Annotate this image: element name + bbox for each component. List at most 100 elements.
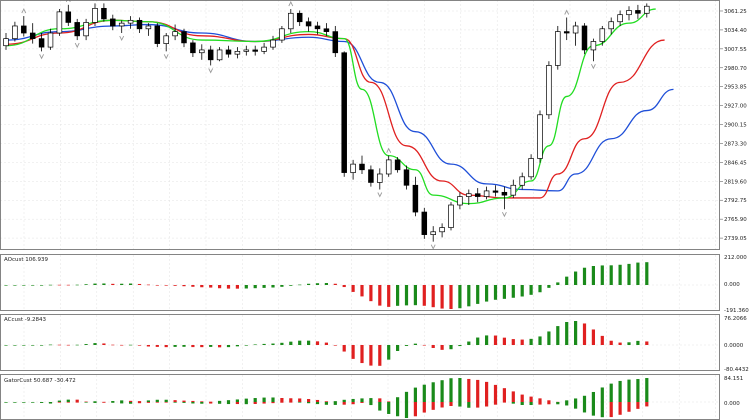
gator-lower-bar: [618, 402, 622, 415]
gator-upper-bar: [369, 398, 373, 402]
fractal-down-arrow: [74, 42, 80, 49]
ac-bar: [565, 322, 569, 345]
candle-bull: [279, 28, 285, 41]
gator-lower-bar: [591, 402, 595, 416]
candle-bull: [145, 25, 152, 30]
candle-bull: [127, 19, 134, 24]
ao-bar: [627, 263, 631, 285]
gator-lower-bar: [324, 402, 328, 405]
gator-upper-bar: [324, 401, 328, 402]
ao-bar: [164, 285, 168, 286]
ao-bar: [235, 285, 239, 289]
fractal-down-arrow: [39, 54, 45, 60]
price-pane[interactable]: 3061.25 3034.40 3007.55 2980.70 2953.85 2927.…: [0, 0, 747, 250]
ao-bar: [574, 271, 578, 285]
gator-lower-bar: [146, 402, 150, 403]
ao-bar: [351, 285, 355, 292]
candle-bear: [101, 7, 107, 20]
gator-pane[interactable]: GatorCust 50.687 -30.472 84.151 0.000: [0, 374, 743, 420]
candle-bull: [572, 25, 579, 34]
gator-upper-bar: [342, 399, 346, 402]
ao-grid: [0, 255, 720, 311]
ac-bar: [440, 345, 444, 350]
gator-upper-bar: [253, 398, 257, 402]
ac-histogram: [4, 321, 649, 366]
ac-tick-zero: 0.0000: [724, 343, 744, 349]
gator-upper-bar: [467, 378, 471, 402]
ac-bar: [298, 340, 302, 345]
ao-bar: [440, 285, 444, 309]
ac-bar: [627, 342, 631, 345]
candle-bear: [394, 159, 401, 171]
candle-bull: [626, 10, 632, 16]
gator-lower-bar: [404, 402, 409, 418]
candle-bear: [314, 25, 321, 30]
gator-lower-bar: [66, 402, 70, 403]
candle-bear: [207, 49, 214, 61]
ac-pane[interactable]: ACcust -9.2843 76.2066 0.0000 -80.4432: [0, 314, 749, 374]
ao-bar: [502, 285, 506, 299]
gator-lower-bar: [40, 402, 44, 403]
ac-bar: [529, 338, 533, 345]
gator-lower-bar: [636, 402, 640, 409]
ac-bar: [244, 345, 248, 346]
gator-lower-bar: [307, 402, 311, 404]
alligator-lips-line: [5, 8, 656, 205]
gator-lower-bar: [200, 402, 204, 404]
ao-bar: [146, 284, 150, 286]
candle-bear: [323, 28, 330, 32]
ac-bar: [22, 345, 26, 346]
gator-lower-bar: [547, 402, 551, 405]
gator-lower-bar: [57, 402, 61, 403]
candle-bear: [332, 31, 339, 54]
ac-bar: [75, 344, 79, 346]
gator-lower-bar: [387, 402, 391, 414]
ac-bar: [493, 335, 498, 345]
ao-bar: [618, 264, 622, 285]
gator-lower-bar: [440, 402, 444, 408]
gator-upper-bar: [618, 380, 622, 402]
ac-bar: [556, 326, 560, 345]
gator-lower-bar: [342, 402, 346, 405]
gator-upper-bar: [440, 380, 444, 402]
gator-upper-bar: [75, 399, 79, 402]
ac-bar: [476, 337, 480, 345]
ac-bar: [40, 345, 44, 346]
gator-upper-bar: [129, 400, 133, 402]
gator-upper-bar: [600, 387, 604, 402]
gator-tick-top: 84.151: [724, 376, 743, 382]
ac-bar: [66, 344, 70, 346]
candle-bear: [154, 25, 161, 44]
ao-bar: [48, 284, 53, 286]
ao-bar: [289, 285, 293, 286]
gator-lower-bar: [378, 402, 382, 411]
ac-bar: [120, 344, 124, 346]
candle-bull: [590, 41, 597, 51]
price-tick-label: 2792.75: [724, 198, 747, 204]
gator-lower-bar: [226, 402, 231, 405]
ao-bar: [396, 285, 400, 306]
candle-bull: [546, 65, 552, 116]
fractal-up-arrow: [21, 8, 27, 14]
gator-lower-bar: [120, 402, 124, 404]
ao-bar: [449, 285, 453, 309]
ao-bar: [538, 285, 542, 293]
gator-lower-bar: [369, 402, 373, 406]
ao-bar: [4, 285, 8, 286]
candle-bear: [74, 22, 80, 37]
ac-pane-title: ACcust -9.2843: [4, 317, 47, 323]
gator-upper-bar: [57, 400, 61, 402]
gator-lower-bar: [129, 402, 133, 404]
ao-bar: [591, 265, 595, 285]
ac-bar: [253, 344, 257, 346]
ao-pane[interactable]: AOcust 106.939 212.000 0.000 -191.360: [0, 254, 749, 315]
gator-upper-bar: [262, 397, 266, 402]
price-pane-frame: [0, 0, 720, 250]
ao-bar: [600, 265, 604, 285]
ao-bar: [493, 285, 498, 300]
gator-lower-bar: [22, 402, 26, 403]
gator-lower-bar: [502, 402, 506, 403]
ac-bar: [387, 345, 391, 360]
ac-tick-bottom: -80.4432: [724, 367, 749, 373]
